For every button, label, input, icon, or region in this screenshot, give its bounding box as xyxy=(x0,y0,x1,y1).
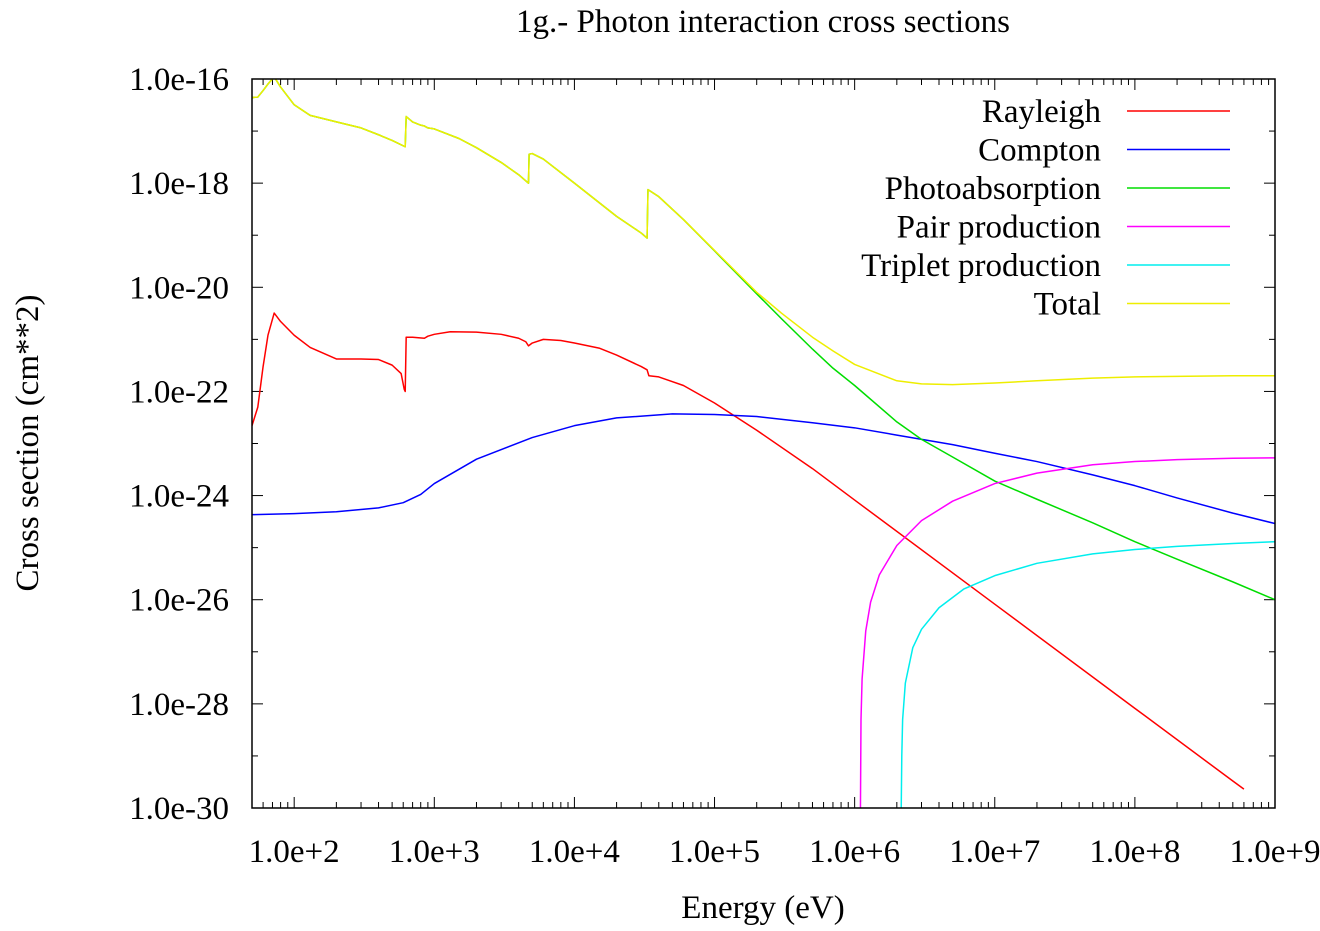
legend-label: Rayleigh xyxy=(982,94,1102,130)
series-line-triplet-production xyxy=(900,540,1275,808)
series-line-compton xyxy=(252,413,1275,525)
y-tick-label: 1.0e-18 xyxy=(129,166,229,202)
x-tick-label: 1.0e+4 xyxy=(529,834,620,870)
x-tick-label: 1.0e+8 xyxy=(1089,834,1180,870)
y-tick-label: 1.0e-30 xyxy=(129,791,229,827)
x-tick-label: 1.0e+5 xyxy=(669,834,760,870)
x-tick-label: 1.0e+6 xyxy=(809,834,900,870)
y-tick-label: 1.0e-20 xyxy=(129,270,229,306)
y-axis-label: Cross section (cm**2) xyxy=(10,295,46,592)
y-tick-label: 1.0e-28 xyxy=(129,687,229,723)
series-line-total xyxy=(252,79,1275,386)
series-line-rayleigh xyxy=(252,312,1245,790)
series-line-pair-production xyxy=(859,457,1275,808)
legend-label: Triplet production xyxy=(861,248,1101,284)
axis-ticks: 1.0e+2 1.0e+3 1.0e+4 1.0e+5 1.0e+6 1.0e+7 1.0e… xyxy=(129,62,1320,870)
series-lines xyxy=(252,79,1275,808)
y-tick-label: 1.0e-24 xyxy=(129,479,229,515)
x-tick-label: 1.0e+2 xyxy=(249,834,340,870)
x-axis-label: Energy (eV) xyxy=(681,890,844,926)
legend-label: Total xyxy=(1034,287,1101,323)
legend-label: Compton xyxy=(978,133,1101,169)
chart-title: 1g.- Photon interaction cross sections xyxy=(516,4,1010,40)
x-tick-label: 1.0e+3 xyxy=(389,834,480,870)
legend-label: Photoabsorption xyxy=(885,171,1101,207)
y-tick-label: 1.0e-22 xyxy=(129,374,229,410)
plot-frame xyxy=(251,78,1276,809)
legend-label: Pair production xyxy=(897,210,1101,246)
y-tick-label: 1.0e-26 xyxy=(129,583,229,619)
y-tick-label: 1.0e-16 xyxy=(129,62,229,98)
x-tick-label: 1.0e+9 xyxy=(1229,834,1320,870)
x-tick-label: 1.0e+7 xyxy=(949,834,1040,870)
